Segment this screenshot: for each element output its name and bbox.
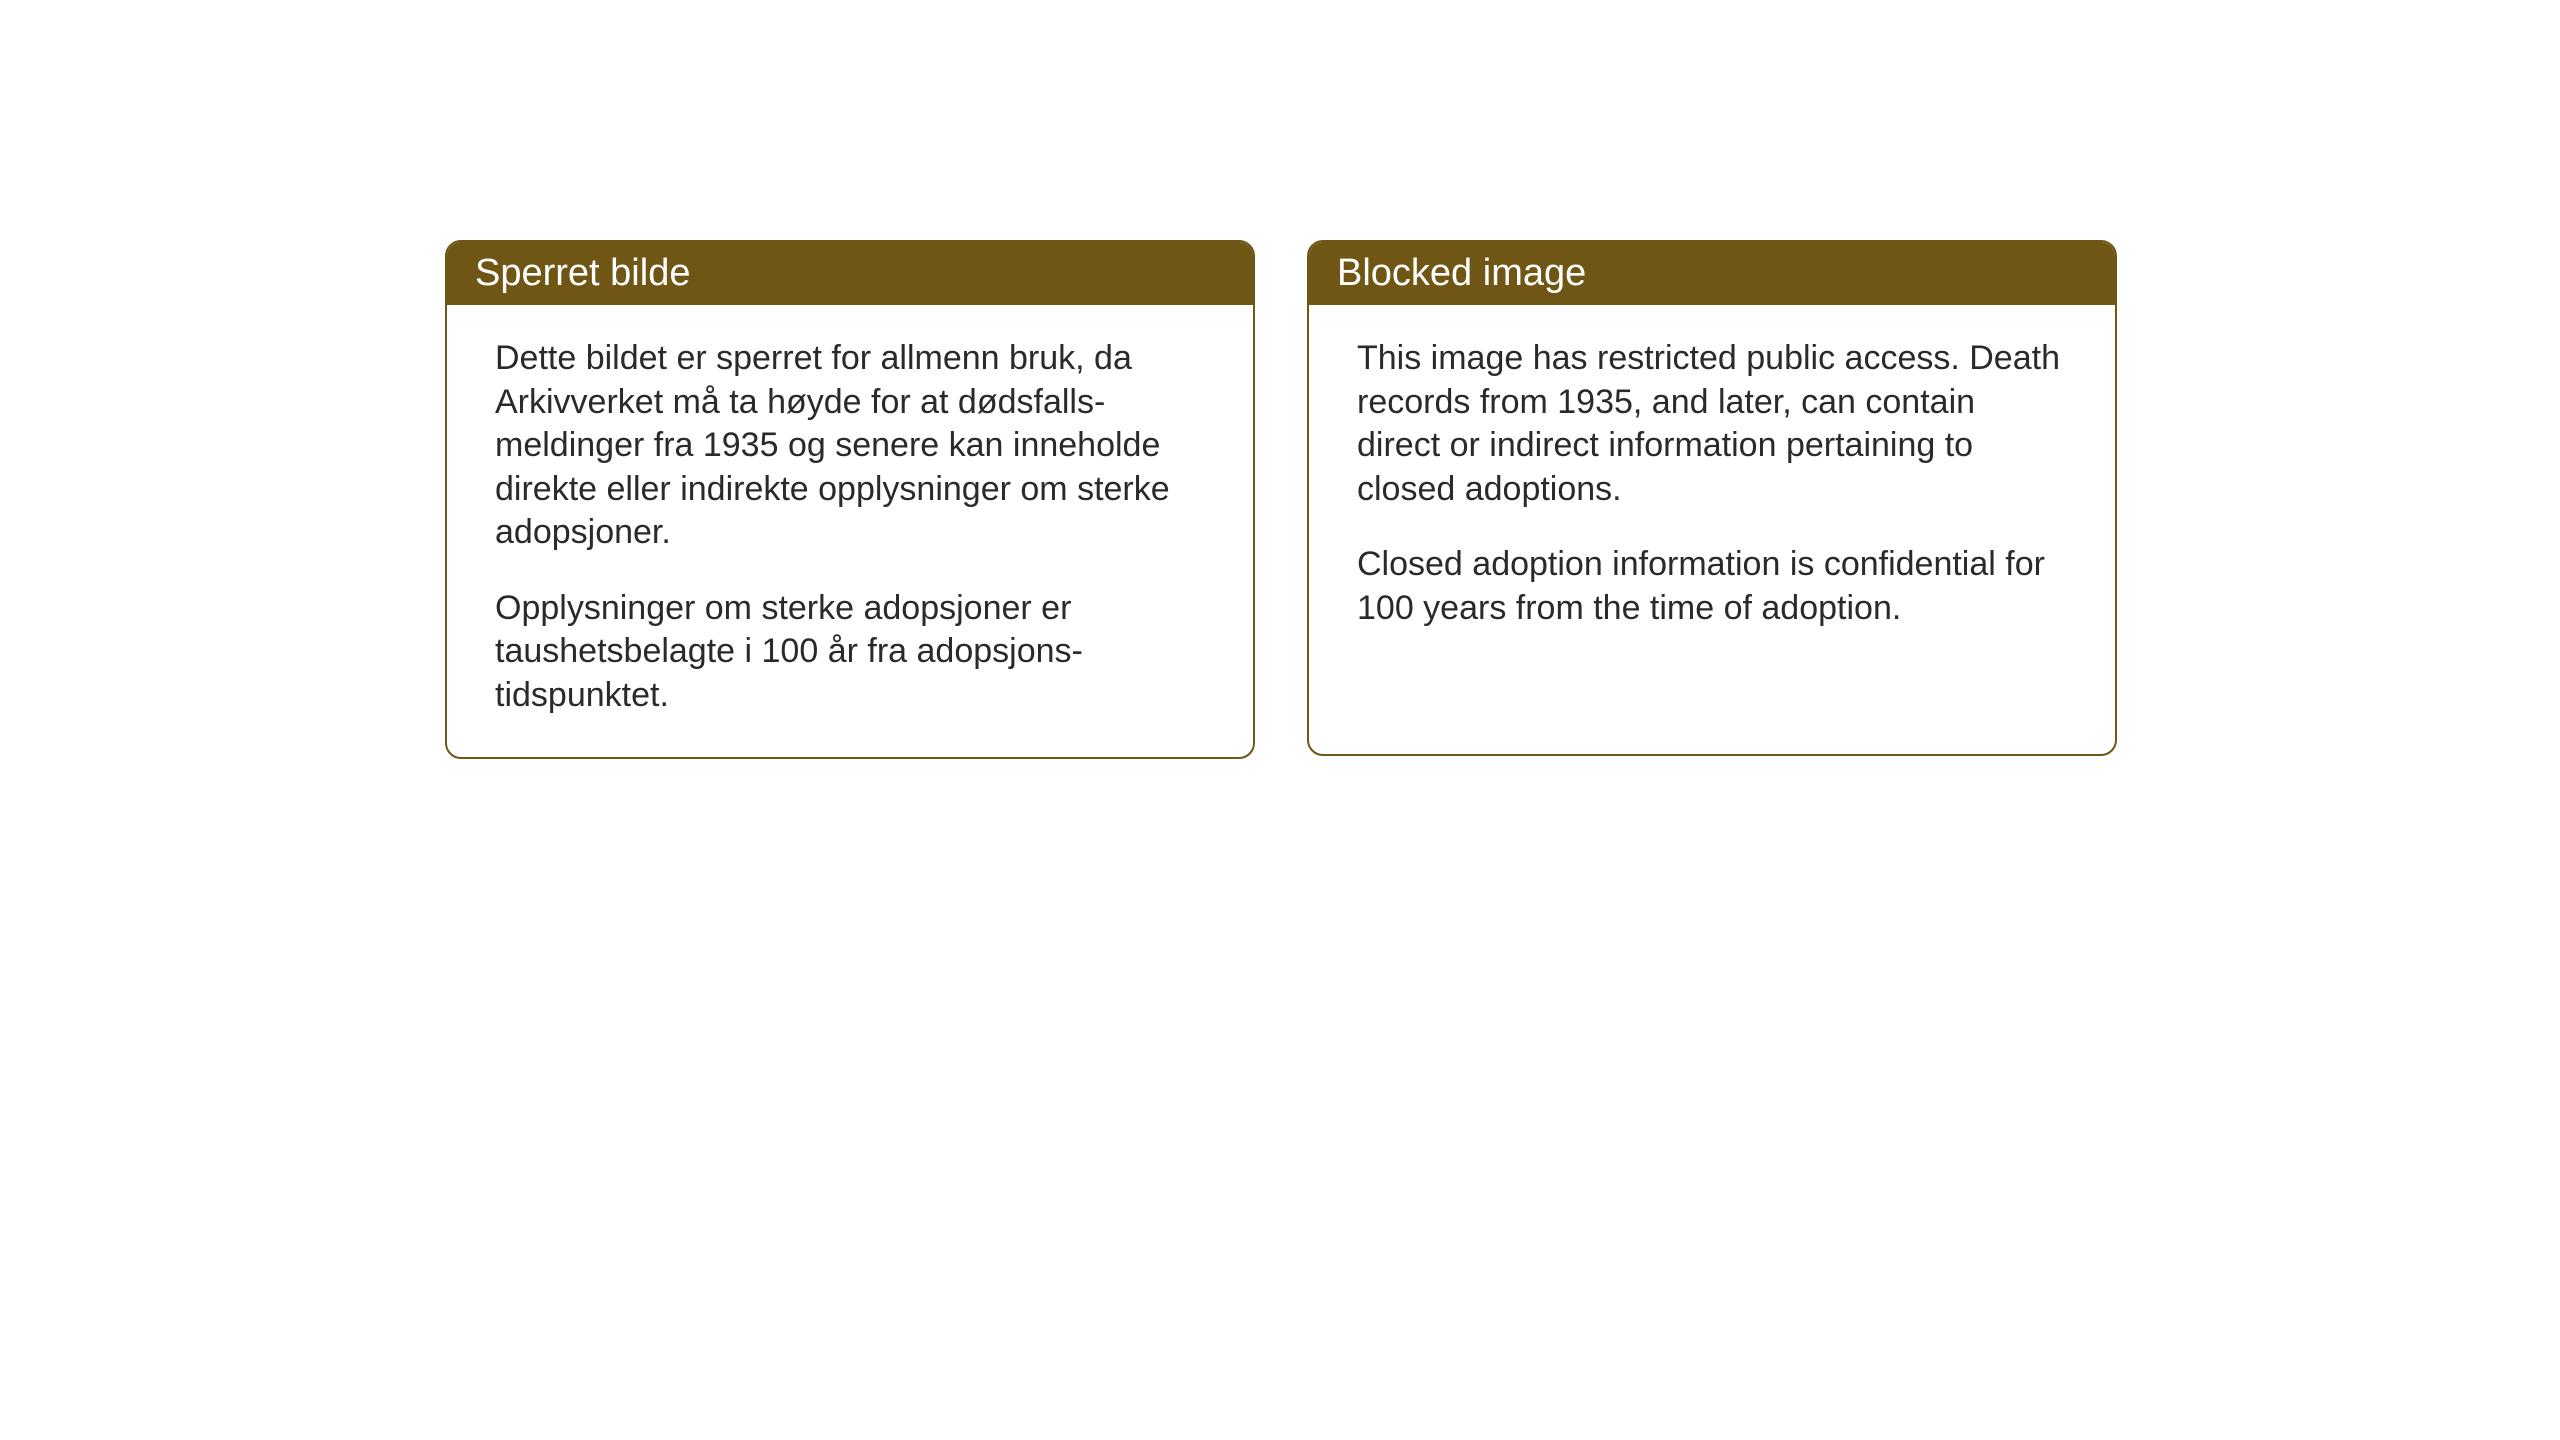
notice-title-norwegian: Sperret bilde xyxy=(475,252,690,294)
notice-box-norwegian: Sperret bilde Dette bildet er sperret fo… xyxy=(445,240,1255,759)
notice-paragraph-1-norwegian: Dette bildet er sperret for allmenn bruk… xyxy=(495,337,1205,555)
notice-body-norwegian: Dette bildet er sperret for allmenn bruk… xyxy=(447,305,1253,757)
notice-paragraph-2-english: Closed adoption information is confident… xyxy=(1357,543,2067,630)
notice-paragraph-1-english: This image has restricted public access.… xyxy=(1357,337,2067,511)
notice-box-english: Blocked image This image has restricted … xyxy=(1307,240,2117,756)
notice-header-norwegian: Sperret bilde xyxy=(447,242,1253,305)
notice-title-english: Blocked image xyxy=(1337,252,1586,294)
notice-body-english: This image has restricted public access.… xyxy=(1309,305,2115,670)
notice-paragraph-2-norwegian: Opplysninger om sterke adopsjoner er tau… xyxy=(495,587,1205,718)
notice-header-english: Blocked image xyxy=(1309,242,2115,305)
notice-container: Sperret bilde Dette bildet er sperret fo… xyxy=(445,240,2117,759)
